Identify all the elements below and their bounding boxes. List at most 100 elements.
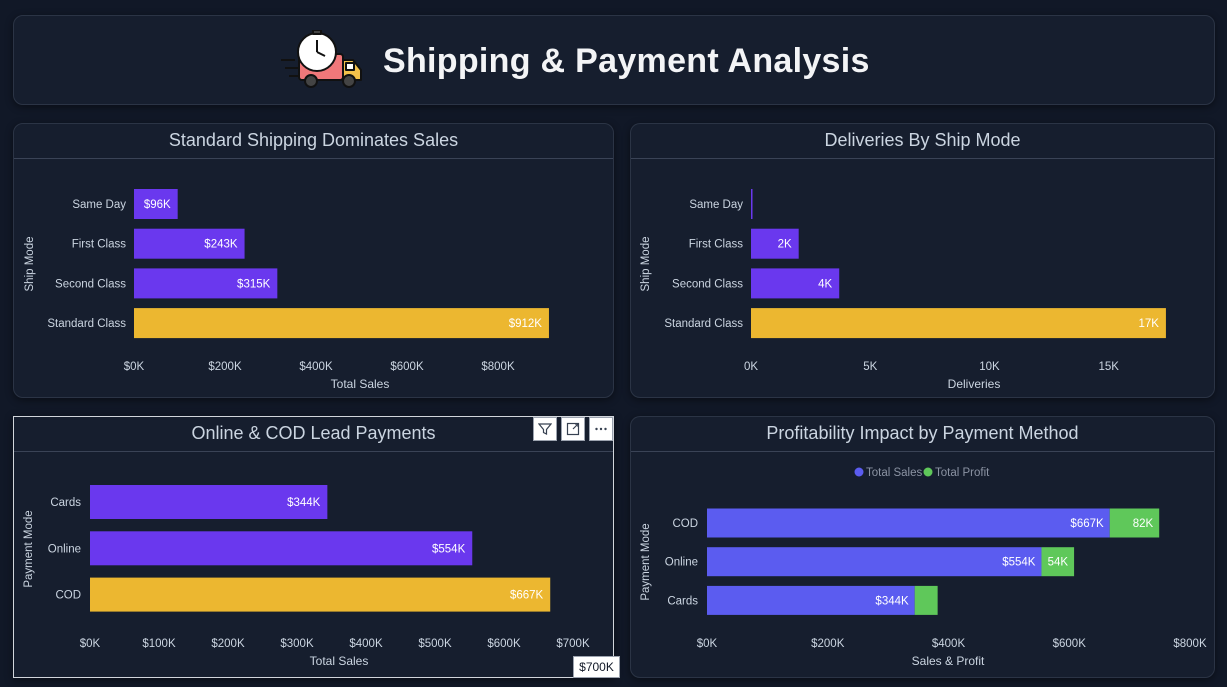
title-divider xyxy=(14,158,613,159)
bar-segment xyxy=(707,585,915,615)
data-label: $96K xyxy=(144,199,171,211)
data-label: 82K xyxy=(1133,518,1154,530)
x-tick-label: $600K xyxy=(1053,638,1087,650)
legend-label: Total Profit xyxy=(935,467,990,479)
x-tick-label: $0K xyxy=(697,638,718,650)
chart-title: Standard Shipping Dominates Sales xyxy=(168,130,459,150)
bar xyxy=(134,308,549,339)
data-label: $554K xyxy=(1002,557,1036,569)
data-label: 4K xyxy=(818,278,832,290)
bar-segment xyxy=(914,585,938,615)
data-label: 54K xyxy=(1048,557,1069,569)
category-label: Second Class xyxy=(55,278,126,290)
focus-mode-icon[interactable] xyxy=(561,417,585,441)
category-label: First Class xyxy=(689,239,744,251)
x-tick-label: $200K xyxy=(211,638,245,650)
profitability-stacked-bar-chart: COD $667K 82K Online $554K 54K Cards $344K $0K $2… xyxy=(640,467,1207,668)
y-axis-title: Payment Mode xyxy=(640,523,652,600)
page-title: Shipping & Payment Analysis xyxy=(383,41,870,80)
legend-marker xyxy=(854,467,864,477)
bar xyxy=(90,485,328,519)
data-label: 2K xyxy=(778,239,792,251)
title-divider xyxy=(631,451,1214,452)
bar xyxy=(134,268,278,299)
visual-header-toolbar xyxy=(533,417,613,441)
title-divider xyxy=(631,158,1214,159)
x-tick-label: $300K xyxy=(280,638,314,650)
title-divider xyxy=(14,451,613,452)
x-axis-title: Total Sales xyxy=(310,654,369,668)
x-tick-label: $400K xyxy=(299,361,333,373)
category-label: Online xyxy=(48,543,81,555)
legend-label: Total Sales xyxy=(866,467,923,479)
data-label: $667K xyxy=(510,590,544,602)
category-label: Standard Class xyxy=(664,318,743,330)
bar xyxy=(90,531,473,566)
x-axis-title: Sales & Profit xyxy=(912,654,985,668)
chart-title: Deliveries By Ship Mode xyxy=(824,130,1021,150)
data-label: 17K xyxy=(1138,318,1159,330)
chart-panel-payment-sales[interactable]: Online & COD Lead Payments Cards $344K Onl… xyxy=(13,416,614,678)
category-label: First Class xyxy=(72,239,127,251)
category-label: Standard Class xyxy=(47,318,126,330)
bar-segment xyxy=(1041,547,1075,577)
x-tick-label: $0K xyxy=(124,361,145,373)
x-tick-label: $600K xyxy=(487,638,521,650)
ship-sales-bar-chart: Same Day $96K First Class $243K Second Class… xyxy=(24,189,549,391)
x-tick-label: $800K xyxy=(481,361,515,373)
category-label: Second Class xyxy=(672,278,743,290)
bar-segment xyxy=(1109,508,1160,538)
delivery-truck-clock-icon xyxy=(281,30,362,88)
x-tick-label: 10K xyxy=(979,361,1000,373)
chart-panel-deliveries[interactable]: Deliveries By Ship Mode Same Day First Cl… xyxy=(630,123,1215,398)
chart-title: Profitability Impact by Payment Method xyxy=(766,423,1079,443)
x-tick-label: $700K xyxy=(556,638,590,650)
x-tick-label: $400K xyxy=(932,638,966,650)
data-label: $554K xyxy=(432,543,466,555)
x-tick-label: $600K xyxy=(390,361,424,373)
x-axis-title: Deliveries xyxy=(948,377,1001,391)
category-label: COD xyxy=(672,518,698,530)
deliveries-bar-chart: Same Day First Class 2K Second Class 4K Stand… xyxy=(640,189,1166,391)
bar xyxy=(751,308,1166,339)
bar xyxy=(90,577,551,612)
bar xyxy=(751,228,799,259)
bar xyxy=(134,228,245,259)
bar xyxy=(134,189,178,219)
data-label: $344K xyxy=(875,595,909,607)
data-label: $912K xyxy=(509,318,543,330)
data-label: $315K xyxy=(237,278,271,290)
x-tick-label: 5K xyxy=(863,361,877,373)
x-tick-label: $200K xyxy=(208,361,242,373)
x-tick-label: $0K xyxy=(80,638,101,650)
category-label: COD xyxy=(55,590,81,602)
chart-panel-ship-sales[interactable]: Standard Shipping Dominates Sales Same D… xyxy=(13,123,614,398)
category-label: Same Day xyxy=(72,199,126,211)
data-label: $667K xyxy=(1070,518,1104,530)
x-tick-label: $800K xyxy=(1173,638,1207,650)
axis-tooltip: $700K xyxy=(573,656,620,678)
x-tick-label: 15K xyxy=(1098,361,1119,373)
category-label: Same Day xyxy=(689,199,743,211)
category-label: Online xyxy=(665,557,698,569)
payment-sales-bar-chart: Cards $344K Online $554K COD $667K $0K $100K $20… xyxy=(23,485,590,668)
legend-marker xyxy=(923,467,933,477)
data-label: $243K xyxy=(204,239,238,251)
y-axis-title: Ship Mode xyxy=(640,237,652,292)
bar-segment xyxy=(707,547,1042,577)
data-label: $344K xyxy=(287,497,321,509)
chart-panel-profitability[interactable]: Profitability Impact by Payment Method C… xyxy=(630,416,1215,678)
y-axis-title: Ship Mode xyxy=(24,237,36,292)
more-options-icon[interactable] xyxy=(589,417,613,441)
bar xyxy=(751,189,753,219)
x-axis-title: Total Sales xyxy=(331,377,390,391)
bar-segment xyxy=(707,508,1110,538)
header-banner: Shipping & Payment Analysis xyxy=(13,15,1215,105)
category-label: Cards xyxy=(50,497,81,509)
filter-icon[interactable] xyxy=(533,417,557,441)
x-tick-label: $500K xyxy=(418,638,452,650)
chart-title: Online & COD Lead Payments xyxy=(191,423,436,443)
x-tick-label: $200K xyxy=(811,638,845,650)
bar xyxy=(751,268,840,299)
category-label: Cards xyxy=(667,595,698,607)
